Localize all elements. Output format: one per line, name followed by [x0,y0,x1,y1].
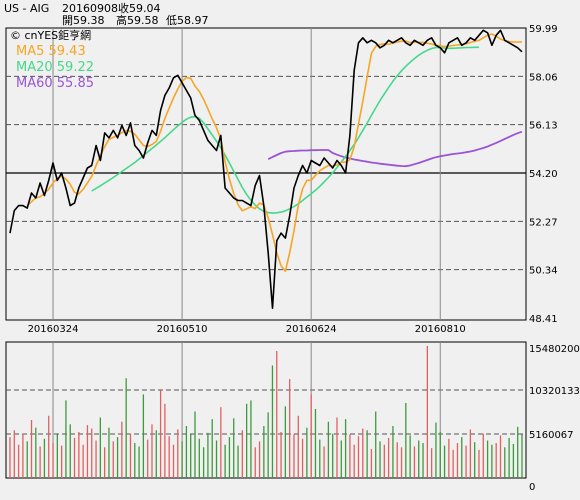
legend-ma5: MA5 59.43 [16,44,86,59]
price-y-tick: 56.13 [529,121,558,132]
open-label: 開59.38 [62,14,105,27]
volume-y-tick: 5160067 [529,430,574,441]
volume-bars [9,346,523,478]
legend-ma20: MA20 59.22 [16,60,94,75]
price-x-tick: 20160810 [415,324,466,335]
symbol-label: US - AIG [4,2,49,15]
legend-ma60: MA60 55.85 [16,76,94,91]
high-label: 高59.58 [116,13,159,27]
price-x-axis: 20160324 20160510 20160624 20160810 [28,324,466,335]
source-label: © cnYES鉅亨網 [10,28,91,42]
low-label: 低58.97 [166,14,209,27]
price-y-tick: 54.20 [529,169,558,180]
price-line [9,29,523,309]
price-y-axis: 59.99 58.06 56.13 54.20 52.27 50.34 48.41 [529,24,558,325]
volume-y-tick: 10320133 [529,386,580,397]
price-y-tick: 50.34 [529,266,558,277]
price-y-tick: 52.27 [529,217,558,228]
price-x-tick: 20160624 [286,324,337,335]
volume-y-tick: 15480200 [529,344,580,355]
volume-panel [5,341,527,479]
date-label: 20160908 [62,2,118,15]
ma20-line [91,46,479,214]
price-y-tick: 48.41 [529,314,558,325]
price-x-tick: 20160510 [157,324,208,335]
price-y-tick: 58.06 [529,72,558,83]
close-label: 收59.04 [118,1,161,15]
price-y-tick: 59.99 [529,24,558,35]
volume-y-tick: 0 [529,482,535,493]
price-x-tick: 20160324 [28,324,79,335]
ma5-line [26,33,522,272]
volume-y-axis: 15480200 10320133 5160067 0 [529,344,580,493]
price-series [9,29,523,309]
ma60-line [267,130,523,168]
